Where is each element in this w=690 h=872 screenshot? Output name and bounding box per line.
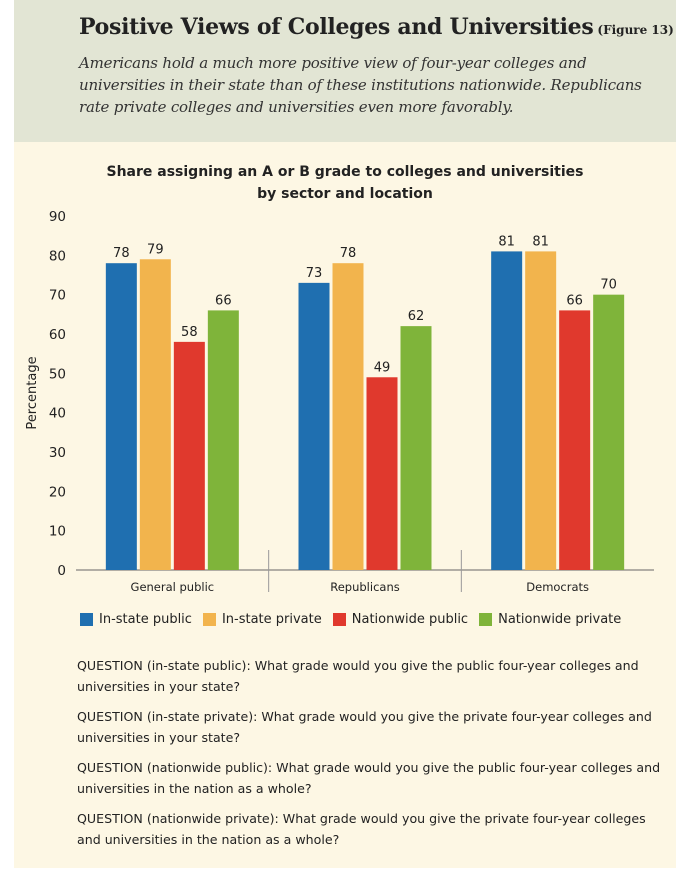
figure-number: (Figure 13) (597, 23, 674, 37)
bar (298, 282, 330, 570)
category-label: General public (131, 580, 215, 594)
bar (593, 294, 625, 570)
question-nationwide-public: QUESTION (nationwide public): What grade… (77, 760, 661, 796)
bar-value-label: 70 (600, 278, 617, 293)
question-nationwide-private: QUESTION (nationwide private): What grad… (77, 811, 646, 847)
y-tick-label: 70 (49, 288, 66, 304)
y-tick-label: 90 (49, 209, 66, 225)
legend-item-nationwide-public: Nationwide public (332, 611, 469, 627)
chart-title-line-1: Share assigning an A or B grade to colle… (106, 164, 584, 180)
bar (207, 310, 239, 570)
legend-label: In-state private (221, 611, 322, 627)
legend-item-nationwide-private: Nationwide private (479, 612, 621, 627)
bar-value-label: 66 (566, 293, 583, 308)
bar (491, 251, 523, 570)
bar (559, 310, 591, 570)
bar-value-label: 73 (306, 266, 323, 281)
bar-value-label: 78 (340, 246, 357, 261)
y-tick-label: 50 (49, 366, 66, 382)
legend-swatch (332, 612, 346, 626)
bar-value-label: 78 (113, 246, 130, 261)
y-tick-label: 20 (49, 484, 66, 500)
legend-item-in-state-private: In-state private (202, 611, 322, 627)
bar-value-label: 58 (181, 325, 198, 340)
legend-label: Nationwide public (351, 611, 469, 627)
legend-swatch (479, 612, 493, 626)
category-label: Democrats (526, 580, 589, 594)
chart-title-line-2: by sector and location (257, 186, 433, 202)
question-in-state-public: QUESTION (in-state public): What grade w… (77, 658, 639, 694)
category-label: Republicans (330, 580, 399, 594)
figure-header: Positive Views of Colleges and Universit… (14, 0, 676, 142)
figure-title-row: Positive Views of Colleges and Universit… (79, 14, 674, 40)
bar-value-label: 81 (532, 234, 549, 249)
bar (525, 251, 557, 570)
question-in-state-private: QUESTION (in-state private): What grade … (77, 709, 652, 745)
legend-swatch (202, 612, 216, 626)
y-tick-label: 10 (49, 524, 66, 540)
bar (332, 263, 364, 570)
bar-value-label: 79 (147, 242, 164, 257)
y-tick-label: 80 (49, 248, 66, 264)
y-tick-label: 0 (57, 563, 66, 579)
bar (139, 259, 171, 570)
figure-subtitle: Americans hold a much more positive view… (79, 54, 642, 116)
y-axis-title: Percentage (25, 356, 40, 429)
bar (105, 263, 137, 570)
legend-swatch (80, 612, 93, 626)
legend-item-in-state-public: In-state public (80, 612, 192, 627)
bar-value-label: 49 (374, 360, 391, 375)
chart-legend: In-state public In-state private Nationw… (80, 609, 632, 629)
legend-label: Nationwide private (498, 611, 622, 627)
figure-title: Positive Views of Colleges and Universit… (79, 14, 594, 40)
y-tick-label: 60 (49, 327, 66, 343)
chart-title: Share assigning an A or B grade to colle… (14, 161, 676, 205)
bar (173, 341, 205, 570)
bar (400, 326, 432, 570)
y-tick-label: 40 (49, 406, 66, 422)
legend-label: In-state public (99, 611, 192, 627)
bar-value-label: 81 (498, 234, 515, 249)
bar-value-label: 66 (215, 293, 232, 308)
bar (366, 377, 398, 570)
survey-questions: QUESTION (in-state public): What grade w… (77, 655, 667, 859)
bar-chart: 0 10 20 30 40 50 60 70 80 90 Percentage 78 79 58 66 Gen… (25, 209, 654, 594)
figure-panel: Positive Views of Colleges and Universit… (14, 0, 676, 868)
bar-value-label: 62 (408, 309, 425, 324)
y-tick-label: 30 (49, 445, 66, 461)
